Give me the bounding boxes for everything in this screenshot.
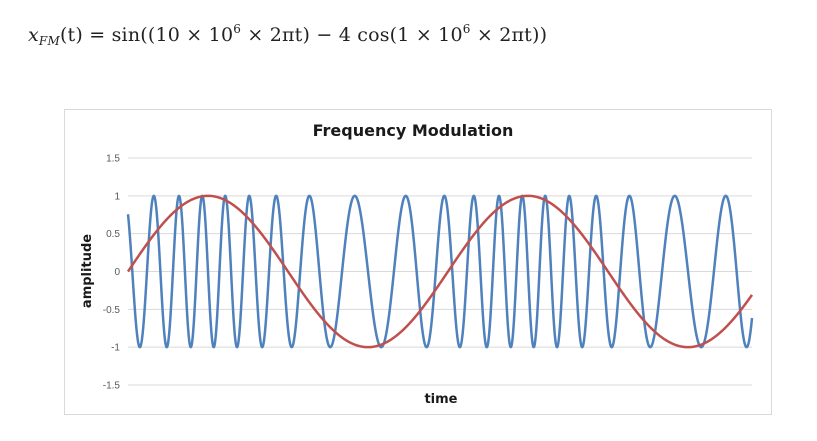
y-tick-label: 1 (114, 191, 120, 202)
formula-subscript: FM (38, 34, 60, 48)
formula-variable: x (28, 24, 39, 46)
fm-formula: xFM(t) = sin((10 × 106 × 2πt) − 4 cos(1 … (28, 22, 547, 48)
y-tick-label: 0 (114, 267, 120, 278)
y-tick-label: -1 (111, 343, 120, 354)
gridlines (128, 157, 752, 386)
fm-signal-line (126, 194, 754, 349)
series-lines (126, 194, 754, 349)
formula-part-2: × 2πt) − 4 cos(1 × 10 (241, 24, 463, 46)
y-axis-label: amplitude (80, 234, 95, 308)
y-tick-label: -0.5 (103, 305, 121, 316)
formula-exponent-2: 6 (462, 22, 471, 36)
y-tick-labels: 1.5 1 0.5 0 -0.5 -1 -1.5 (103, 154, 121, 392)
modulating-signal-line (126, 194, 754, 349)
y-tick-label: -1.5 (103, 381, 121, 392)
formula-part-3: × 2πt)) (470, 24, 548, 46)
chart-frame (64, 109, 772, 415)
chart-title: Frequency Modulation (313, 121, 514, 140)
y-tick-label: 0.5 (106, 229, 120, 240)
formula-part-1: (t) = sin((10 × 10 (59, 24, 234, 46)
x-axis-label: time (424, 392, 457, 407)
y-tick-label: 1.5 (106, 154, 120, 165)
formula-exponent-1: 6 (233, 22, 242, 36)
